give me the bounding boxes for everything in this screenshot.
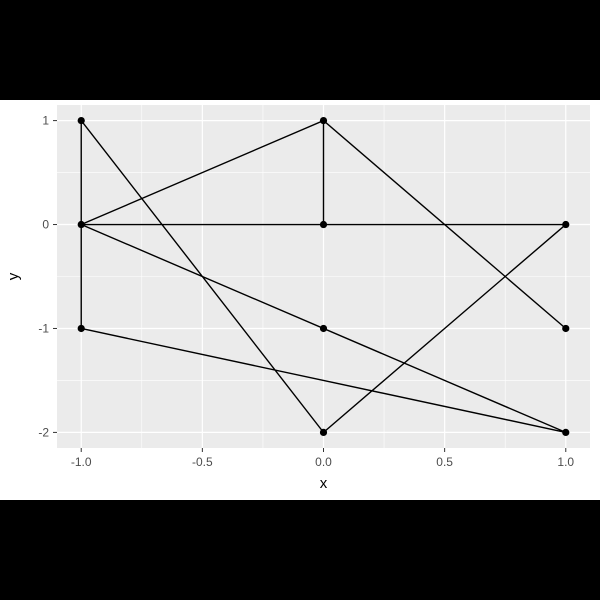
series-segment [323,120,567,330]
series-path [79,118,568,434]
data-point [319,324,328,333]
data-point [319,116,328,125]
data-point [77,220,85,229]
chart: -1.0 -0.5 0.0 0.5 1.0 -2 -1 0 1 x y [5,105,590,492]
data-point [77,324,85,333]
data-point [77,116,85,125]
data-point [562,428,570,437]
data-point [319,220,328,229]
x-axis-title: x [320,475,328,492]
y-axis-title: y [5,272,22,280]
y-tick-label: 1 [42,114,49,128]
x-tick-label: 0.5 [436,455,453,469]
x-axis-ticks: -1.0 -0.5 0.0 0.5 1.0 [71,448,574,469]
x-tick-label: 1.0 [557,455,574,469]
y-tick-label: -1 [38,321,49,335]
data-point [562,220,570,229]
data-point [562,324,570,333]
y-tick-label: -2 [38,425,49,439]
series-points [77,116,570,437]
series-lines [79,118,568,434]
x-tick-label: -1.0 [71,455,92,469]
x-tick-label: -0.5 [192,455,213,469]
y-tick-label: 0 [42,218,49,232]
y-axis-ticks: -2 -1 0 1 [38,114,57,439]
plot-frame: -1.0 -0.5 0.0 0.5 1.0 -2 -1 0 1 x y [0,100,600,500]
x-tick-label: 0.0 [315,455,332,469]
data-point [319,428,328,437]
